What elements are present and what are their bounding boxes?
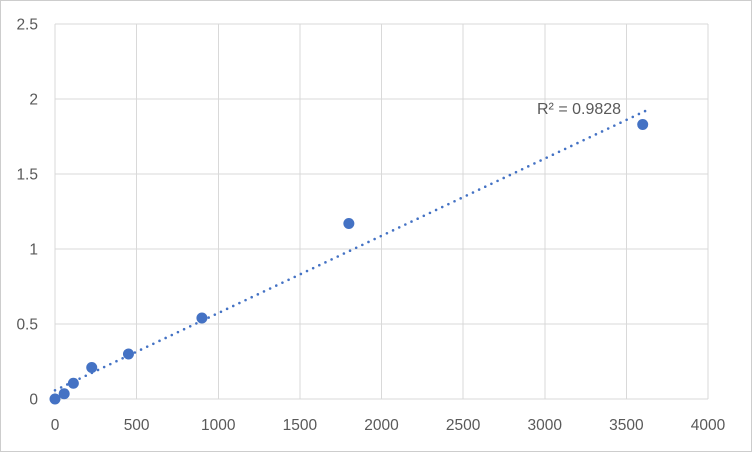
data-point-marker (49, 393, 61, 405)
x-axis-tick-label: 0 (51, 417, 60, 434)
data-point-marker (67, 377, 79, 389)
trendline-r2-label: R² = 0.9828 (537, 101, 622, 118)
x-axis-tick-label: 4000 (691, 417, 726, 434)
x-axis-tick-label: 2500 (446, 417, 481, 434)
y-axis-tick-label: 0.5 (16, 317, 38, 334)
x-axis-tick-label: 2000 (364, 417, 399, 434)
data-point-marker (122, 348, 134, 360)
y-axis-tick-label: 0 (29, 392, 38, 409)
y-axis-tick-label: 2.5 (16, 17, 38, 34)
y-axis-tick-label: 2 (29, 92, 38, 109)
x-axis-tick-label: 500 (124, 417, 150, 434)
data-point-marker (58, 388, 70, 400)
data-point-marker (637, 119, 649, 130)
x-axis-tick-label: 3500 (609, 417, 644, 434)
data-point-marker (86, 362, 98, 373)
x-axis-tick-label: 3000 (528, 417, 563, 434)
trendline (53, 108, 649, 392)
y-axis-tick-label: 1.5 (16, 167, 38, 184)
data-point-marker (196, 312, 208, 324)
x-axis-tick-label: 1500 (283, 417, 318, 434)
x-axis-tick-label: 1000 (201, 417, 236, 434)
data-point-marker (343, 218, 355, 229)
y-axis-tick-label: 1 (29, 242, 38, 259)
